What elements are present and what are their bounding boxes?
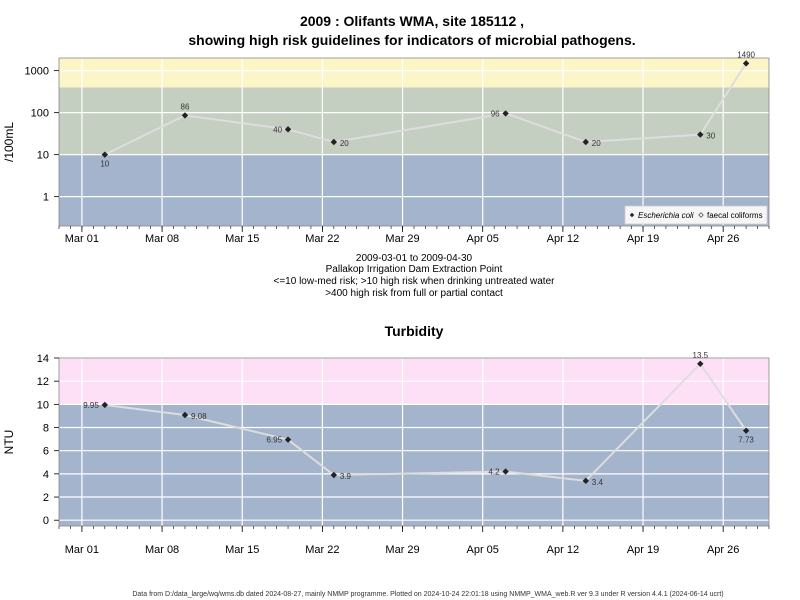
- x-tick-label: Mar 15: [225, 233, 259, 245]
- series-line: [104, 62, 747, 156]
- y-tick-label: 14: [37, 353, 49, 365]
- data-label: 10: [100, 160, 109, 169]
- x-tick-label: Mar 29: [385, 233, 419, 245]
- data-point: [330, 471, 338, 479]
- data-label: 96: [491, 109, 500, 118]
- x-tick-label: Mar 22: [305, 233, 339, 245]
- data-point: [502, 468, 509, 475]
- data-point: [284, 126, 292, 133]
- caption-line-2: Pallakop Irrigation Dam Extraction Point: [326, 264, 503, 275]
- data-label: 7.73: [738, 436, 754, 445]
- data-label: 3.9: [340, 472, 352, 481]
- y-tick-label: 4: [43, 469, 49, 481]
- data-point: [742, 427, 750, 434]
- y-axis-label: /100mL: [2, 122, 16, 162]
- risk-band: [59, 404, 769, 526]
- caption-line-4: >400 high risk from full or partial cont…: [325, 288, 503, 299]
- data-point: [582, 477, 589, 485]
- data-label: 9.95: [83, 401, 99, 410]
- data-label: 9.08: [191, 412, 207, 421]
- y-tick-label: 10: [37, 150, 49, 162]
- x-tick-label: Mar 08: [145, 233, 179, 245]
- data-label: 1490: [737, 50, 755, 59]
- data-label: 20: [592, 139, 601, 148]
- data-label: 86: [181, 102, 190, 111]
- y-tick-label: 2: [43, 492, 49, 504]
- data-point: [284, 436, 292, 443]
- turbidity-title: Turbidity: [385, 323, 444, 339]
- caption-line-3: <=10 low-med risk; >10 high risk when dr…: [274, 276, 556, 287]
- x-tick-label: Mar 08: [145, 544, 179, 556]
- x-tick-label: Apr 12: [547, 544, 579, 556]
- legend-symbol-ecoli: [629, 212, 635, 218]
- data-label: 6.95: [266, 436, 282, 445]
- footer-note: Data from D:/data_large/wq/wms.db dated …: [132, 591, 723, 598]
- x-tick-label: Apr 19: [627, 544, 659, 556]
- x-tick-label: Apr 26: [707, 544, 739, 556]
- x-tick-label: Mar 22: [305, 544, 339, 556]
- data-point: [697, 131, 704, 138]
- legend-entry-faecal: faecal coliforms: [707, 211, 763, 220]
- legend-box: [624, 205, 768, 225]
- data-point: [502, 110, 509, 117]
- data-point: [697, 360, 704, 367]
- risk-band: [59, 58, 769, 88]
- x-tick-label: Apr 05: [466, 544, 498, 556]
- data-point: [101, 151, 109, 158]
- data-point: [181, 411, 189, 419]
- y-tick-label: 1: [43, 192, 49, 204]
- data-label: 4.2: [488, 468, 500, 477]
- data-label: 13.5: [693, 351, 709, 360]
- y-tick-label: 1000: [25, 66, 49, 78]
- y-axis-label: NTU: [2, 430, 16, 455]
- y-tick-label: 12: [37, 376, 49, 388]
- chart-title-line2: showing high risk guidelines for indicat…: [188, 32, 635, 48]
- data-point: [582, 138, 589, 146]
- risk-band: [59, 87, 769, 155]
- x-tick-label: Mar 29: [385, 544, 419, 556]
- data-label: 3.4: [592, 478, 604, 487]
- data-label: 40: [273, 125, 282, 134]
- data-point: [181, 112, 189, 119]
- legend-entry-ecoli: Escherichia coli: [638, 211, 694, 220]
- y-tick-label: 0: [43, 515, 49, 527]
- legend-symbol-faecal: [698, 212, 704, 218]
- series-line: [104, 362, 747, 482]
- data-point: [742, 60, 750, 67]
- data-label: 20: [340, 139, 349, 148]
- x-tick-label: Mar 01: [65, 233, 99, 245]
- microbial-panel: Mar 01 Mar 08 Mar 15 Mar 22 Mar 29 Apr 05 Apr …: [2, 50, 770, 245]
- data-label: 30: [706, 132, 715, 141]
- y-tick-label: 8: [43, 423, 49, 435]
- x-tick-label: Apr 12: [547, 233, 579, 245]
- y-tick-label: 10: [37, 399, 49, 411]
- y-tick-label: 100: [31, 108, 49, 120]
- x-tick-label: Apr 26: [707, 233, 739, 245]
- x-tick-label: Apr 05: [466, 233, 498, 245]
- caption-line-1: 2009-03-01 to 2009-04-30: [356, 253, 473, 264]
- x-tick-label: Apr 19: [627, 233, 659, 245]
- chart-title-line1: 2009 : Olifants WMA, site 185112 ,: [300, 13, 524, 29]
- x-tick-label: Mar 01: [65, 544, 99, 556]
- y-tick-label: 6: [43, 446, 49, 458]
- x-tick-label: Mar 15: [225, 544, 259, 556]
- data-point: [330, 138, 338, 146]
- data-point: [101, 401, 109, 409]
- turbidity-panel: Mar 01 Mar 08 Mar 15 Mar 22 Mar 29 Apr 05 Apr …: [2, 351, 770, 556]
